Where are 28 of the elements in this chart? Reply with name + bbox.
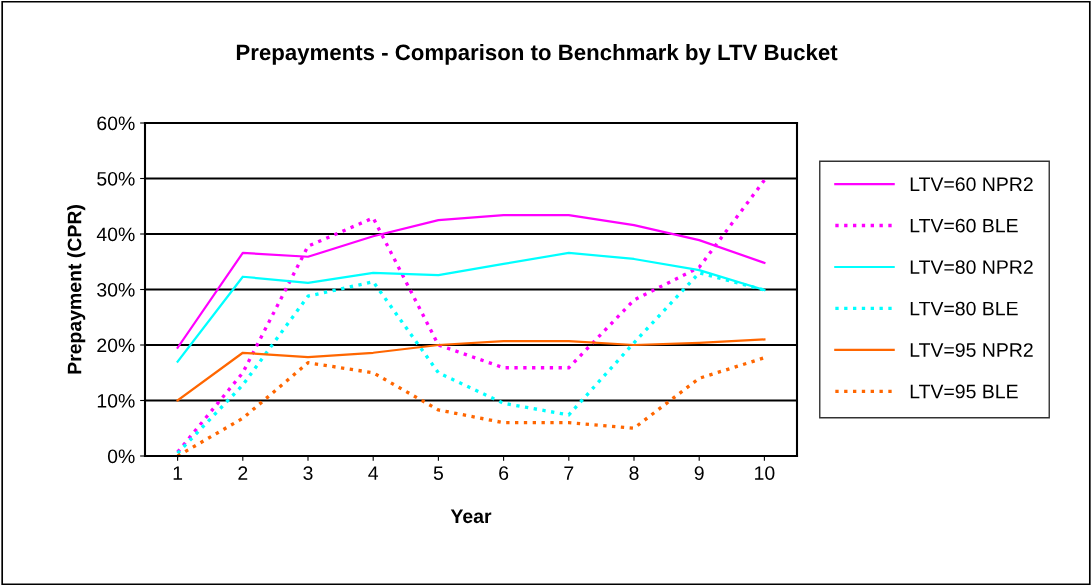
y-tick-label: 10% xyxy=(97,393,135,408)
chart-title: Prepayments - Comparison to Benchmark by LTV Bucket xyxy=(236,43,838,65)
y-tick-label: 40% xyxy=(96,227,135,242)
x-tick-label: 5 xyxy=(433,466,443,480)
line-series xyxy=(176,338,766,402)
x-tick-label: 8 xyxy=(629,466,639,480)
y-tick-label: 60% xyxy=(97,116,135,131)
legend-label: LTV=60 BLE xyxy=(910,218,1018,233)
x-tick-label: 10 xyxy=(755,466,775,480)
x-axis-title: Year xyxy=(450,509,492,524)
legend-label: LTV=95 NPR2 xyxy=(910,343,1033,357)
legend-label: LTV=60 NPR2 xyxy=(910,177,1033,192)
x-tick-label: 3 xyxy=(303,466,313,480)
legend-label: LTV=80 BLE xyxy=(910,301,1018,316)
legend-label: LTV=95 BLE xyxy=(910,384,1018,399)
x-tick-label: 1 xyxy=(173,466,183,480)
y-tick-label: 0% xyxy=(107,449,135,464)
y-axis-title: Prepayment (CPR) xyxy=(67,205,86,374)
y-tick-label: 20% xyxy=(97,338,135,353)
x-tick-label: 6 xyxy=(499,466,509,480)
x-tick-label: 9 xyxy=(694,466,704,480)
x-tick-label: 4 xyxy=(368,466,379,480)
y-tick-label: 30% xyxy=(97,282,135,297)
x-tick-label: 7 xyxy=(564,466,574,480)
y-tick-label: 50% xyxy=(97,171,135,186)
line-series xyxy=(175,178,767,454)
legend-label: LTV=80 NPR2 xyxy=(910,260,1033,274)
x-tick-label: 2 xyxy=(238,466,248,480)
